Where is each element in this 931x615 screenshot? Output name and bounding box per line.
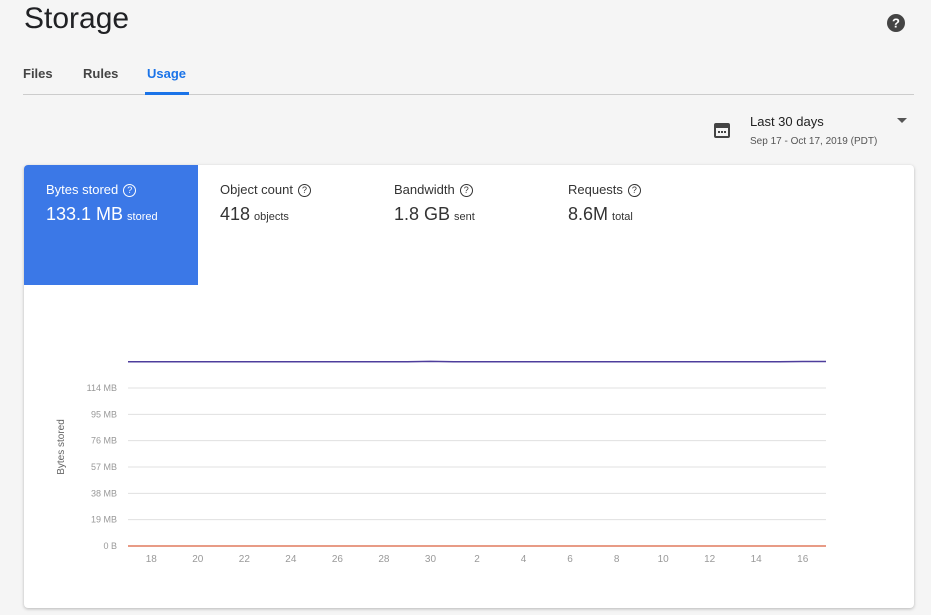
y-tick-label: 76 MB — [91, 436, 117, 446]
x-tick-label: 16 — [797, 554, 809, 565]
x-tick-label: 18 — [146, 554, 158, 565]
tab-divider — [23, 94, 914, 95]
tab[interactable]: Files — [23, 66, 53, 81]
metric-tile[interactable]: Bandwidth? 1.8 GB sent — [372, 165, 547, 285]
usage-card: Bytes stored? 133.1 MB stored Object count?… — [24, 165, 914, 608]
y-tick-label: 19 MB — [91, 515, 117, 525]
metric-label-text: Bandwidth — [394, 182, 455, 197]
page-title: Storage — [24, 2, 130, 35]
y-tick-label: 114 MB — [87, 383, 117, 393]
y-tick-label: 57 MB — [91, 462, 117, 472]
x-tick-label: 26 — [332, 554, 344, 565]
metric-unit: stored — [127, 211, 158, 223]
svg-text:?: ? — [892, 16, 900, 31]
x-tick-label: 14 — [751, 554, 763, 565]
y-tick-label: 38 MB — [91, 488, 117, 498]
metric-value: 8.6M total — [568, 204, 633, 225]
x-tick-label: 30 — [425, 554, 437, 565]
x-tick-label: 28 — [378, 554, 390, 565]
metric-label-text: Object count — [220, 182, 293, 197]
date-range: Sep 17 - Oct 17, 2019 (PDT) — [750, 136, 878, 147]
metric-value-text: 1.8 GB — [394, 204, 451, 224]
x-tick-label: 20 — [192, 554, 204, 565]
x-tick-label: 22 — [239, 554, 251, 565]
x-tick-label: 10 — [658, 554, 670, 565]
x-tick-label: 4 — [521, 554, 527, 565]
date-range-label[interactable]: Last 30 days — [750, 114, 824, 129]
calendar-icon — [714, 123, 730, 138]
x-tick-label: 12 — [704, 554, 716, 565]
x-tick-label: 24 — [285, 554, 297, 565]
metric-label-text: Bytes stored — [46, 182, 119, 197]
metric-label: Requests? — [568, 182, 641, 198]
help-icon: ? — [298, 184, 311, 198]
y-tick-label: 95 MB — [91, 409, 117, 419]
metric-value-text: 8.6M — [568, 204, 609, 224]
help-icon: ? — [627, 184, 641, 198]
metric-label-text: Requests — [568, 182, 623, 197]
x-tick-label: 8 — [614, 554, 620, 565]
metric-tile[interactable]: Object count? 418 objects — [198, 165, 373, 285]
metric-unit: sent — [454, 211, 475, 223]
metric-label: Bandwidth? — [394, 182, 473, 198]
dropdown-arrow[interactable] — [895, 116, 909, 126]
x-tick-label: 6 — [567, 554, 573, 565]
metric-tile[interactable]: Bytes stored? 133.1 MB stored — [24, 165, 199, 285]
tab-indicator — [145, 92, 189, 95]
y-axis-label: Bytes stored — [56, 419, 67, 475]
help-icon: ? — [459, 184, 473, 198]
metric-label: Bytes stored? — [46, 182, 137, 198]
metric-value-text: 418 — [220, 204, 251, 224]
metric-unit: objects — [254, 211, 289, 223]
x-tick-label: 2 — [474, 554, 480, 565]
chart: Bytes stored 0 B 19 MB 38 MB 57 MB 76 MB 95 M… — [56, 360, 826, 565]
help-icon[interactable]: ? — [885, 12, 907, 34]
metric-value-text: 133.1 MB — [46, 204, 124, 224]
help-icon: ? — [123, 184, 137, 198]
metric-value: 133.1 MB stored — [46, 204, 158, 225]
metric-tile[interactable]: Requests? 8.6M total — [546, 165, 721, 285]
y-tick-label: 0 B — [103, 541, 117, 551]
tab[interactable]: Rules — [83, 66, 119, 81]
metric-value: 418 objects — [220, 204, 289, 225]
tab[interactable]: Usage — [147, 66, 187, 81]
metric-value: 1.8 GB sent — [394, 204, 475, 225]
metric-unit: total — [612, 211, 633, 223]
metric-label: Object count? — [220, 182, 311, 198]
